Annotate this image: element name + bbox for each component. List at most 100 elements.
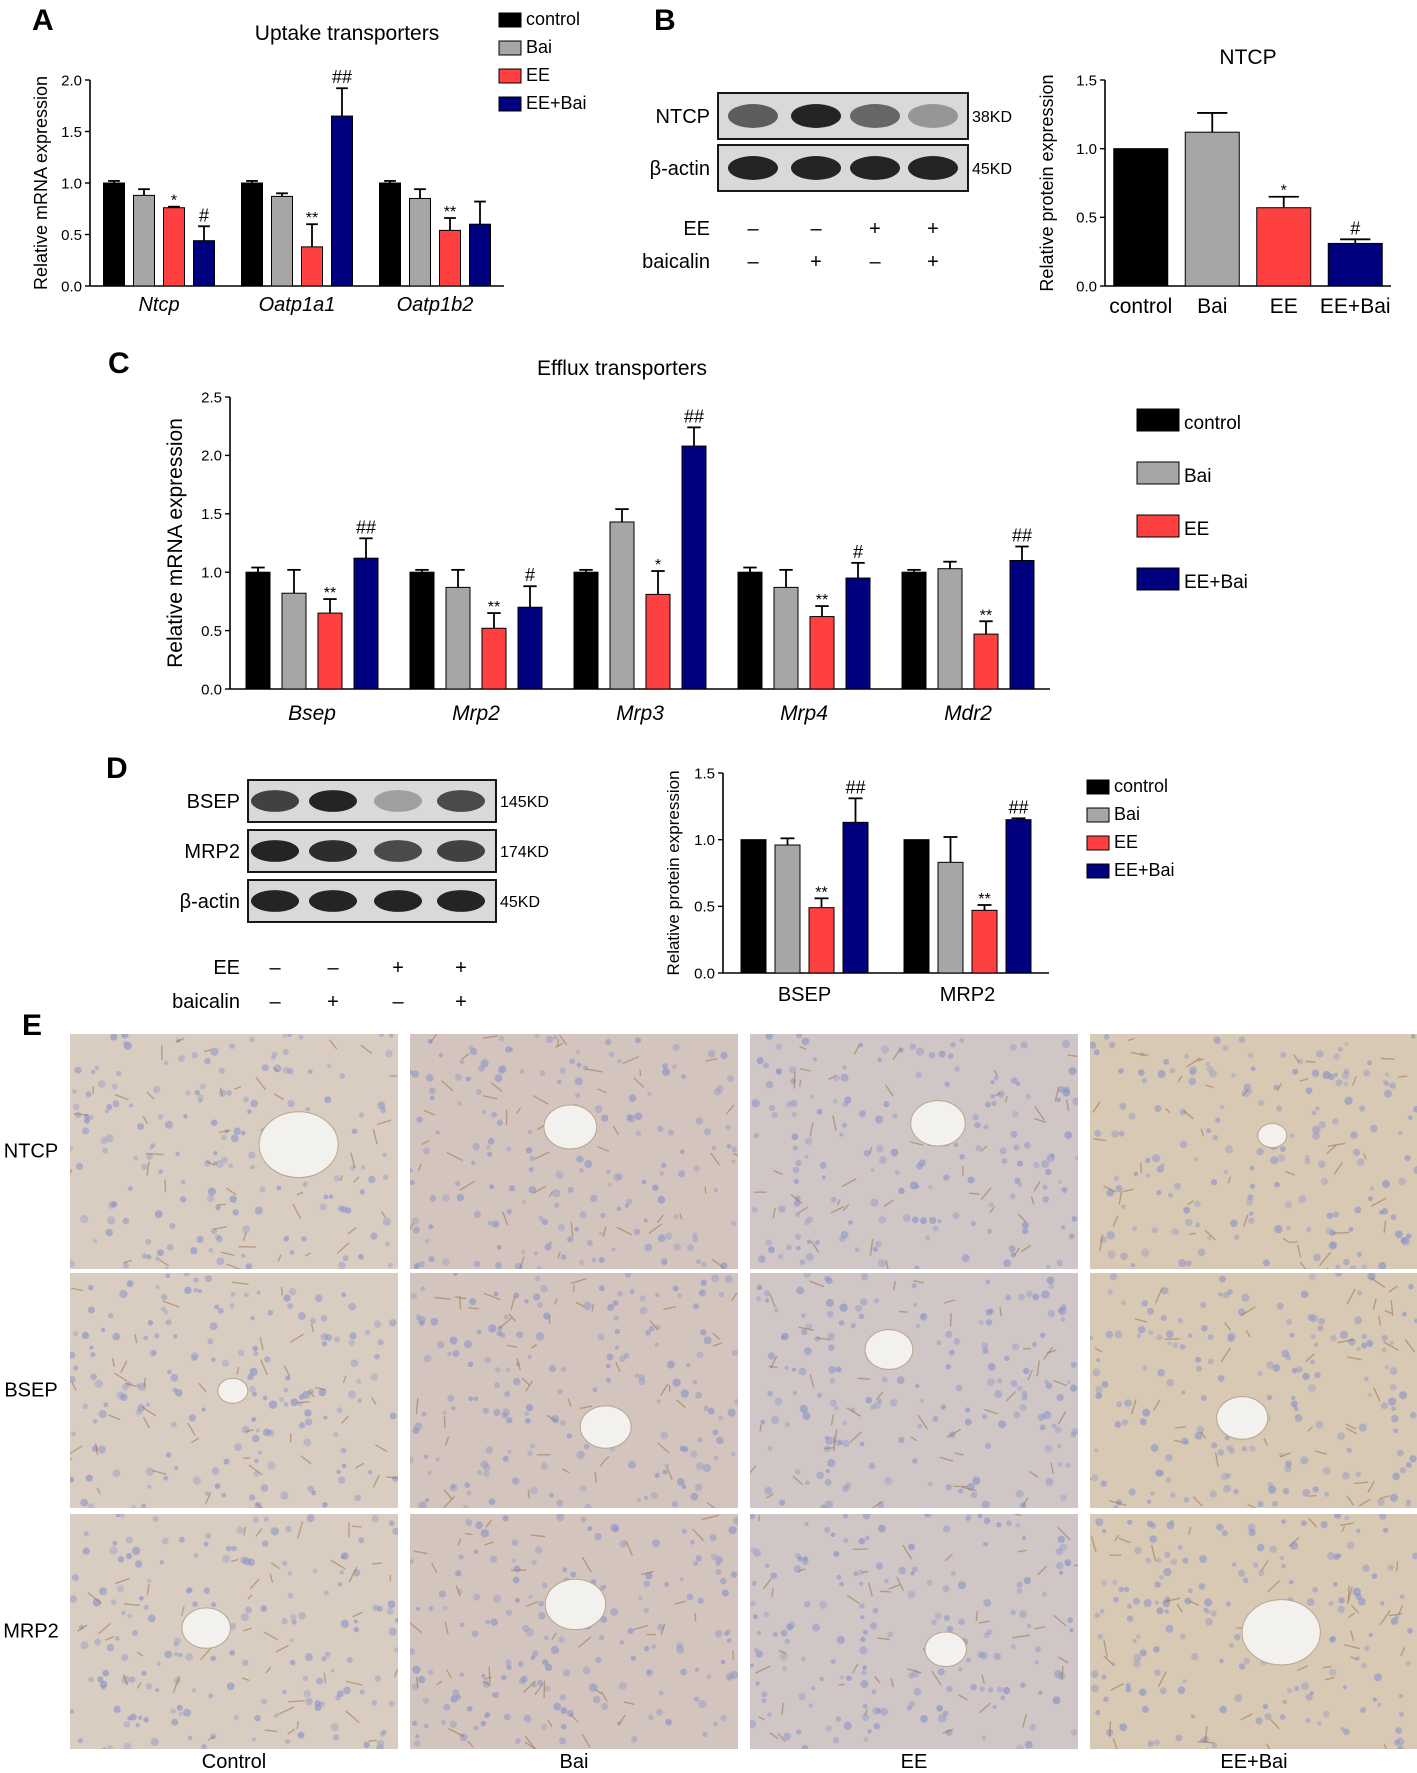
nucleus	[1130, 1262, 1136, 1268]
nucleus	[556, 1499, 564, 1507]
nucleus	[619, 1355, 626, 1363]
nucleus	[992, 1705, 997, 1710]
nucleus	[875, 1115, 884, 1124]
stain-streak	[277, 1254, 282, 1262]
nucleus	[304, 1653, 313, 1662]
stain-streak	[547, 1719, 553, 1728]
nucleus	[965, 1514, 972, 1521]
nucleus	[1318, 1317, 1325, 1325]
nucleus	[211, 1357, 216, 1362]
panel-letter-E: E	[22, 1009, 42, 1042]
nucleus	[471, 1160, 476, 1166]
nucleus	[121, 1383, 129, 1391]
y-tick-label: 0.5	[1076, 210, 1097, 227]
nucleus	[1091, 1474, 1099, 1482]
stain-streak	[1183, 1110, 1195, 1120]
nucleus	[145, 1402, 151, 1407]
condition-sign: +	[392, 957, 404, 979]
vessel-lumen	[1241, 1599, 1321, 1666]
nucleus	[718, 1415, 724, 1421]
stain-streak	[910, 1141, 924, 1146]
nucleus	[914, 1265, 920, 1269]
nucleus	[411, 1070, 419, 1078]
nucleus	[379, 1731, 385, 1737]
y-tick-label: 0.0	[61, 278, 82, 295]
legend-swatch	[1136, 514, 1180, 538]
nucleus	[1010, 1380, 1018, 1387]
nucleus	[1165, 1477, 1172, 1483]
stain-streak	[1054, 1086, 1060, 1102]
nucleus	[827, 1332, 835, 1341]
nucleus	[972, 1476, 981, 1485]
nucleus	[261, 1064, 269, 1072]
nucleus	[1194, 1431, 1203, 1440]
stain-streak	[296, 1721, 299, 1730]
nucleus	[517, 1660, 524, 1667]
nucleus	[506, 1664, 512, 1671]
stain-streak	[120, 1360, 128, 1373]
nucleus	[328, 1194, 334, 1199]
blot-band	[374, 790, 422, 812]
nucleus	[1159, 1574, 1164, 1580]
nucleus	[1159, 1687, 1167, 1695]
nucleus	[1160, 1315, 1167, 1322]
nucleus	[1404, 1155, 1411, 1162]
nucleus	[1134, 1546, 1142, 1555]
nucleus	[988, 1202, 994, 1208]
nucleus	[953, 1337, 961, 1345]
stain-streak	[1099, 1234, 1104, 1252]
nucleus	[774, 1308, 779, 1313]
nucleus	[1381, 1402, 1389, 1410]
nucleus	[983, 1598, 992, 1607]
stain-streak	[1307, 1426, 1313, 1432]
stain-streak	[777, 1733, 786, 1743]
nucleus	[760, 1419, 766, 1425]
stain-streak	[278, 1706, 295, 1715]
nucleus	[487, 1137, 495, 1145]
nucleus	[110, 1200, 118, 1208]
stain-streak	[376, 1119, 392, 1126]
nucleus	[183, 1273, 190, 1277]
bar	[971, 909, 998, 974]
nucleus	[287, 1592, 294, 1599]
nucleus	[530, 1655, 536, 1660]
nucleus	[695, 1391, 703, 1399]
nucleus	[964, 1418, 972, 1426]
nucleus	[1302, 1372, 1310, 1380]
nucleus	[259, 1186, 266, 1193]
stain-streak	[516, 1107, 522, 1114]
nucleus	[1256, 1543, 1265, 1552]
nucleus	[541, 1218, 549, 1226]
stain-streak	[1299, 1077, 1309, 1082]
tissue-texture	[750, 1514, 1078, 1749]
bar	[1256, 207, 1312, 287]
nucleus	[793, 1565, 802, 1573]
nucleus	[291, 1619, 297, 1625]
bar	[645, 593, 671, 690]
nucleus	[923, 1514, 932, 1519]
stain-streak	[300, 1455, 312, 1465]
nucleus	[949, 1349, 955, 1356]
nucleus	[122, 1217, 130, 1225]
stain-streak	[455, 1585, 462, 1597]
nucleus	[353, 1619, 358, 1624]
nucleus	[1343, 1258, 1350, 1266]
bar	[809, 616, 835, 690]
nucleus	[638, 1374, 646, 1381]
stain-streak	[310, 1323, 315, 1333]
legend-swatch	[498, 96, 522, 112]
nucleus	[1395, 1727, 1402, 1734]
nucleus	[223, 1458, 230, 1465]
nucleus	[1136, 1333, 1142, 1339]
nucleus	[271, 1055, 276, 1060]
nucleus	[495, 1262, 502, 1269]
nucleus	[1051, 1423, 1057, 1429]
nucleus	[1100, 1480, 1108, 1487]
nucleus	[183, 1114, 188, 1119]
stain-streak	[1177, 1075, 1183, 1084]
nucleus	[371, 1700, 378, 1706]
nucleus	[597, 1333, 605, 1341]
nucleus	[339, 1569, 345, 1575]
nucleus	[80, 1498, 89, 1507]
blot-band	[374, 840, 422, 862]
